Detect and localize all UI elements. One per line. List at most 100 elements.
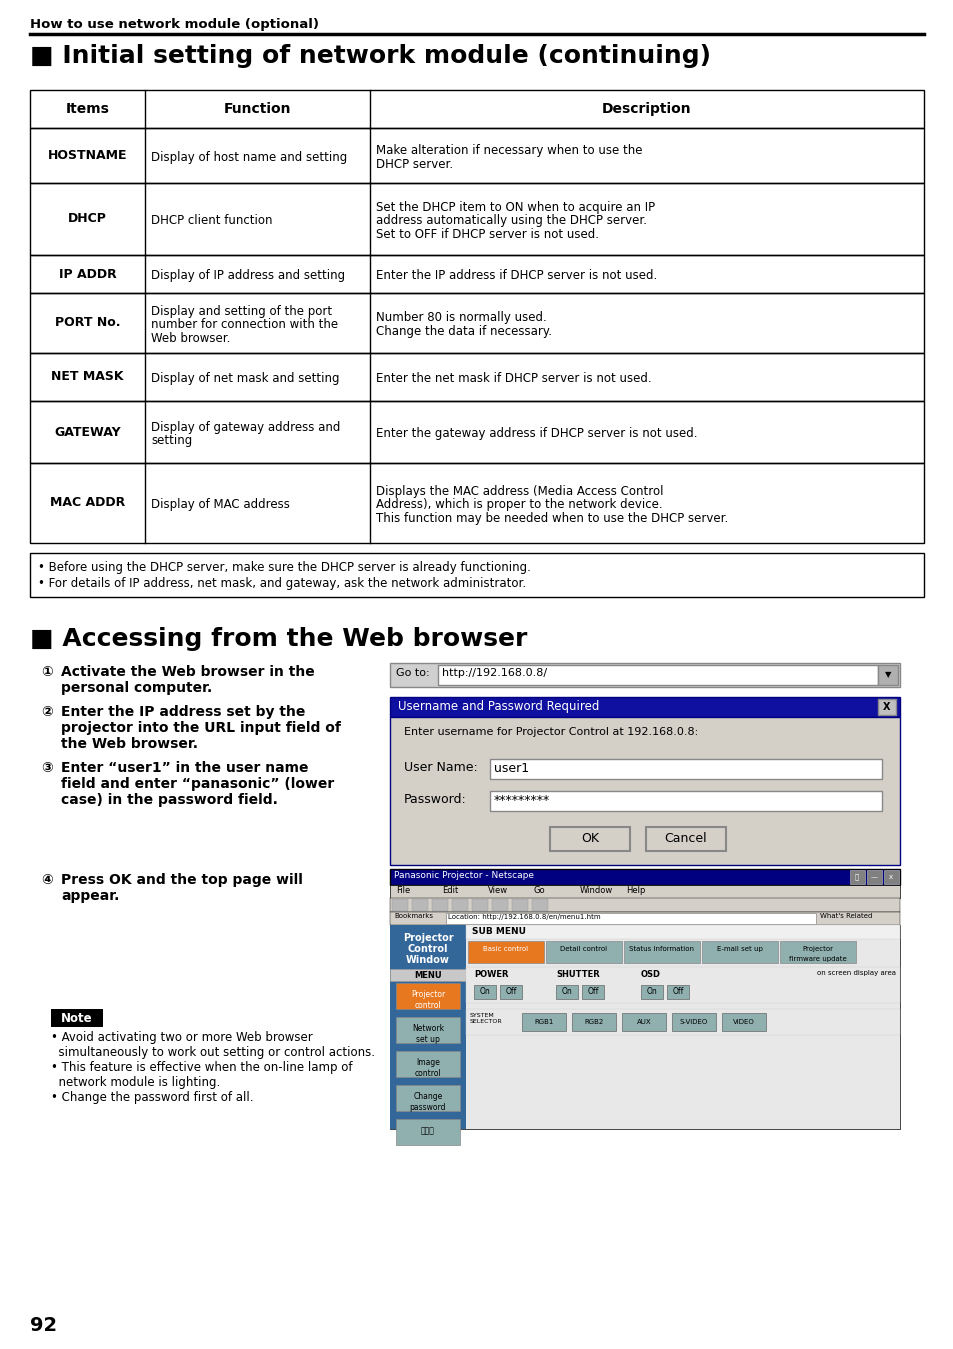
Text: MENU: MENU: [414, 971, 441, 979]
Text: User Name:: User Name:: [403, 761, 477, 774]
Bar: [849, 870, 864, 884]
Bar: [499, 985, 521, 1000]
Bar: [721, 1013, 765, 1031]
Bar: [623, 942, 700, 963]
Text: ■ Initial setting of network module (continuing): ■ Initial setting of network module (con…: [30, 45, 710, 67]
Text: Basic control: Basic control: [483, 946, 528, 952]
Text: File: File: [395, 886, 410, 894]
Bar: [412, 898, 428, 911]
Text: On: On: [646, 987, 657, 997]
Text: —: —: [869, 874, 877, 880]
Text: field and enter “panasonic” (lower: field and enter “panasonic” (lower: [61, 777, 334, 791]
Text: Description: Description: [601, 103, 691, 116]
Text: Window: Window: [406, 955, 450, 965]
Bar: [390, 912, 899, 925]
Text: Change: Change: [413, 1091, 442, 1101]
Text: ②: ②: [41, 706, 52, 719]
Text: IP ADDR: IP ADDR: [58, 267, 116, 281]
Text: DHCP client function: DHCP client function: [151, 214, 273, 227]
Bar: [532, 898, 547, 911]
Text: OK: OK: [580, 832, 598, 846]
Text: Bookmarks: Bookmarks: [394, 913, 433, 919]
Bar: [645, 827, 725, 851]
Text: SUB MENU: SUB MENU: [472, 927, 525, 936]
Text: DHCP: DHCP: [68, 213, 107, 225]
Bar: [390, 869, 899, 885]
Text: OSD: OSD: [640, 970, 660, 979]
Text: S-VIDEO: S-VIDEO: [679, 1018, 707, 1025]
Bar: [437, 665, 877, 685]
Bar: [883, 870, 898, 884]
Text: Enter “user1” in the user name: Enter “user1” in the user name: [61, 761, 308, 774]
Bar: [390, 662, 899, 687]
Text: Enter the gateway address if DHCP server is not used.: Enter the gateway address if DHCP server…: [375, 428, 697, 440]
Text: Note: Note: [61, 1012, 92, 1024]
Text: Location: http://192.168.0.8/en/menu1.htm: Location: http://192.168.0.8/en/menu1.ht…: [448, 915, 600, 920]
Text: number for connection with the: number for connection with the: [151, 318, 337, 332]
Bar: [390, 718, 899, 865]
Text: the Web browser.: the Web browser.: [61, 737, 198, 751]
Text: control: control: [415, 1001, 441, 1010]
Text: ①: ①: [41, 665, 52, 679]
Text: Display of MAC address: Display of MAC address: [151, 498, 290, 511]
Bar: [392, 898, 408, 911]
Text: Password:: Password:: [403, 793, 466, 805]
Text: Enter username for Projector Control at 192.168.0.8:: Enter username for Projector Control at …: [403, 727, 698, 737]
Bar: [490, 791, 882, 811]
Bar: [521, 1013, 565, 1031]
Bar: [492, 898, 507, 911]
Bar: [465, 967, 899, 1004]
Text: Off: Off: [672, 987, 683, 997]
Text: Enter the IP address if DHCP server is not used.: Enter the IP address if DHCP server is n…: [375, 270, 657, 282]
Bar: [556, 985, 578, 1000]
Bar: [465, 1009, 899, 1035]
Bar: [666, 985, 688, 1000]
Text: Detail control: Detail control: [559, 946, 607, 952]
Text: on screen display area: on screen display area: [816, 970, 895, 975]
Bar: [30, 293, 923, 353]
Text: Edit: Edit: [441, 886, 457, 894]
Text: Control: Control: [407, 944, 448, 954]
Bar: [780, 942, 855, 963]
Bar: [30, 463, 923, 544]
Bar: [581, 985, 603, 1000]
Text: RGB1: RGB1: [534, 1018, 553, 1025]
Text: ③: ③: [41, 761, 52, 774]
Bar: [30, 255, 923, 293]
Text: Activate the Web browser in the: Activate the Web browser in the: [61, 665, 314, 679]
Bar: [395, 1051, 459, 1077]
Bar: [671, 1013, 716, 1031]
Bar: [51, 1009, 103, 1027]
Text: projector into the URL input field of: projector into the URL input field of: [61, 720, 340, 735]
Text: case) in the password field.: case) in the password field.: [61, 793, 277, 807]
Text: *********: *********: [494, 795, 550, 807]
Text: firmware update: firmware update: [788, 956, 846, 962]
Text: • Avoid activating two or more Web browser: • Avoid activating two or more Web brows…: [51, 1031, 313, 1044]
Text: Function: Function: [224, 103, 291, 116]
Text: X: X: [882, 701, 890, 712]
Bar: [490, 759, 882, 778]
Text: What's Related: What's Related: [820, 913, 871, 919]
Text: This function may be needed when to use the DHCP server.: This function may be needed when to use …: [375, 511, 727, 525]
Text: Help: Help: [625, 886, 644, 894]
Bar: [468, 942, 543, 963]
Text: Set the DHCP item to ON when to acquire an IP: Set the DHCP item to ON when to acquire …: [375, 201, 655, 213]
Bar: [452, 898, 468, 911]
Bar: [395, 1085, 459, 1112]
Text: Cancel: Cancel: [664, 832, 706, 846]
Bar: [390, 898, 899, 912]
Bar: [572, 1013, 616, 1031]
Text: Off: Off: [505, 987, 517, 997]
Text: Display of net mask and setting: Display of net mask and setting: [151, 372, 339, 386]
Bar: [395, 1120, 459, 1145]
Text: user1: user1: [494, 762, 529, 774]
Bar: [866, 870, 882, 884]
Text: AUX: AUX: [636, 1018, 651, 1025]
Bar: [446, 913, 815, 924]
Text: Projector: Projector: [402, 934, 453, 943]
Text: On: On: [479, 987, 490, 997]
Text: GATEWAY: GATEWAY: [54, 425, 121, 438]
Text: Display of host name and setting: Display of host name and setting: [151, 151, 347, 163]
Text: network module is lighting.: network module is lighting.: [51, 1077, 220, 1089]
Bar: [390, 885, 899, 898]
